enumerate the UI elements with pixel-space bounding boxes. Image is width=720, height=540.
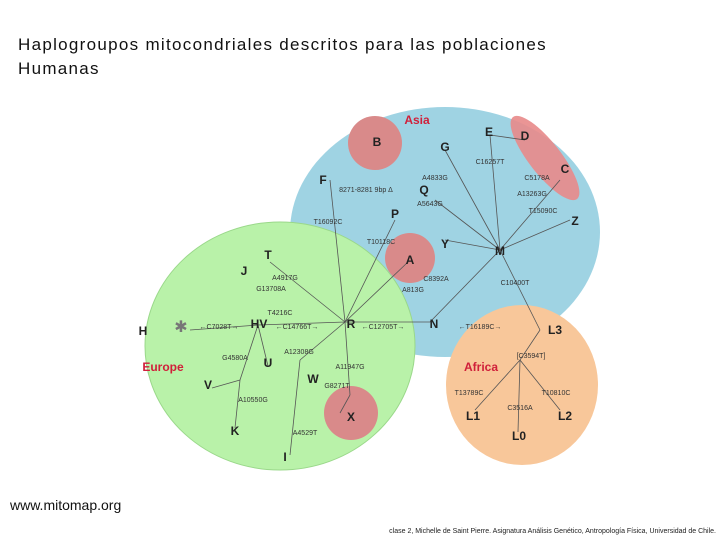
mutation-label: T16092C: [314, 219, 343, 226]
haplogroup-label: Y: [441, 237, 449, 251]
source-link: www.mitomap.org: [9, 497, 121, 513]
mutation-label: G8271T: [324, 383, 350, 390]
haplogroup-label: T: [264, 248, 272, 262]
mutation-label: A12308G: [284, 349, 314, 356]
tree-lines: [189, 134, 571, 456]
haplogroup-label: E: [485, 125, 493, 139]
mutation-label: T10118C: [367, 239, 395, 246]
africa-region: [446, 305, 598, 465]
mutation-label: G13708A: [256, 286, 286, 293]
haplogroup-label: L2: [558, 409, 572, 423]
x-circle: [324, 386, 378, 440]
haplogroup-label: Q: [419, 183, 428, 197]
haplogroup-label: M: [495, 244, 505, 258]
haplogroup-label: F: [319, 173, 326, 187]
mutation-label: A13263G: [517, 191, 547, 198]
title-line: Haplogroupos mitocondriales descritos pa…: [18, 35, 547, 54]
haplogroup-label: C: [561, 162, 570, 176]
haplogroup-label: V: [204, 378, 212, 392]
b-circle: [348, 116, 402, 170]
haplogroup-label: Z: [571, 214, 578, 228]
star-icon: ✱: [174, 319, 187, 336]
title-line: Humanas: [18, 59, 100, 78]
region-label: Europe: [142, 360, 184, 374]
mutation-label: ←T16189C→: [459, 324, 502, 331]
haplogroup-label: P: [391, 207, 399, 221]
haplogroup-label: K: [231, 424, 240, 438]
mutation-label: C5178A: [524, 175, 550, 182]
mutation-label: T10810C: [542, 390, 571, 397]
mutation-label: C3516A: [507, 405, 533, 412]
mutation-label: ←C12705T→: [362, 324, 405, 331]
haplogroup-label: U: [264, 356, 273, 370]
haplogroup-label: J: [241, 264, 248, 278]
mutation-label: A4917G: [272, 275, 298, 282]
haplogroup-label: L0: [512, 429, 526, 443]
europe-region: [144, 221, 416, 471]
haplogroup-label: A: [406, 253, 415, 267]
mutation-label: A11947G: [335, 364, 364, 371]
mutation-label: C16257T: [476, 159, 506, 166]
mutation-label: 8271-8281 9bp Δ: [339, 187, 393, 194]
region-label: Asia: [404, 113, 430, 127]
mutation-label: ←C14766T→: [276, 324, 319, 331]
mutation-label: [C3594T]: [517, 353, 546, 360]
mutation-label: T4216C: [268, 310, 293, 317]
a-circle: [385, 233, 435, 283]
haplogroup-label: G: [440, 140, 449, 154]
haplogroup-label: B: [373, 135, 382, 149]
haplogroup-label: N: [430, 317, 439, 331]
mutation-label: G4580A: [222, 355, 248, 362]
region-label: Africa: [464, 360, 498, 374]
mutation-label: C10400T: [501, 280, 531, 287]
mutation-label: A4833G: [422, 175, 448, 182]
d-ellipse: [510, 115, 580, 201]
mutation-label: T13789C: [455, 390, 484, 397]
haplogroup-label: D: [521, 129, 530, 143]
mutation-label: A4529T: [293, 430, 318, 437]
haplogroup-label: H: [139, 324, 148, 338]
credit: clase 2, Michelle de Saint Pierre. Asign…: [389, 528, 716, 535]
mutation-label: A5643G: [417, 201, 443, 208]
haplogroup-label: I: [283, 450, 286, 464]
haplogroup-label: W: [307, 372, 319, 386]
haplogroup-label: R: [347, 317, 356, 331]
mutation-label: A813G: [402, 287, 424, 294]
mutation-label: A10550G: [238, 397, 268, 404]
mutation-label: C8392A: [423, 276, 449, 283]
haplogroup-label: HV: [251, 317, 268, 331]
haplogroup-label: L1: [466, 409, 480, 423]
haplogroup-label: L3: [548, 323, 562, 337]
haplogroup-label: X: [347, 410, 355, 424]
mutation-label: ←C7028T→: [200, 324, 239, 331]
mutation-label: T15090C: [529, 208, 558, 215]
